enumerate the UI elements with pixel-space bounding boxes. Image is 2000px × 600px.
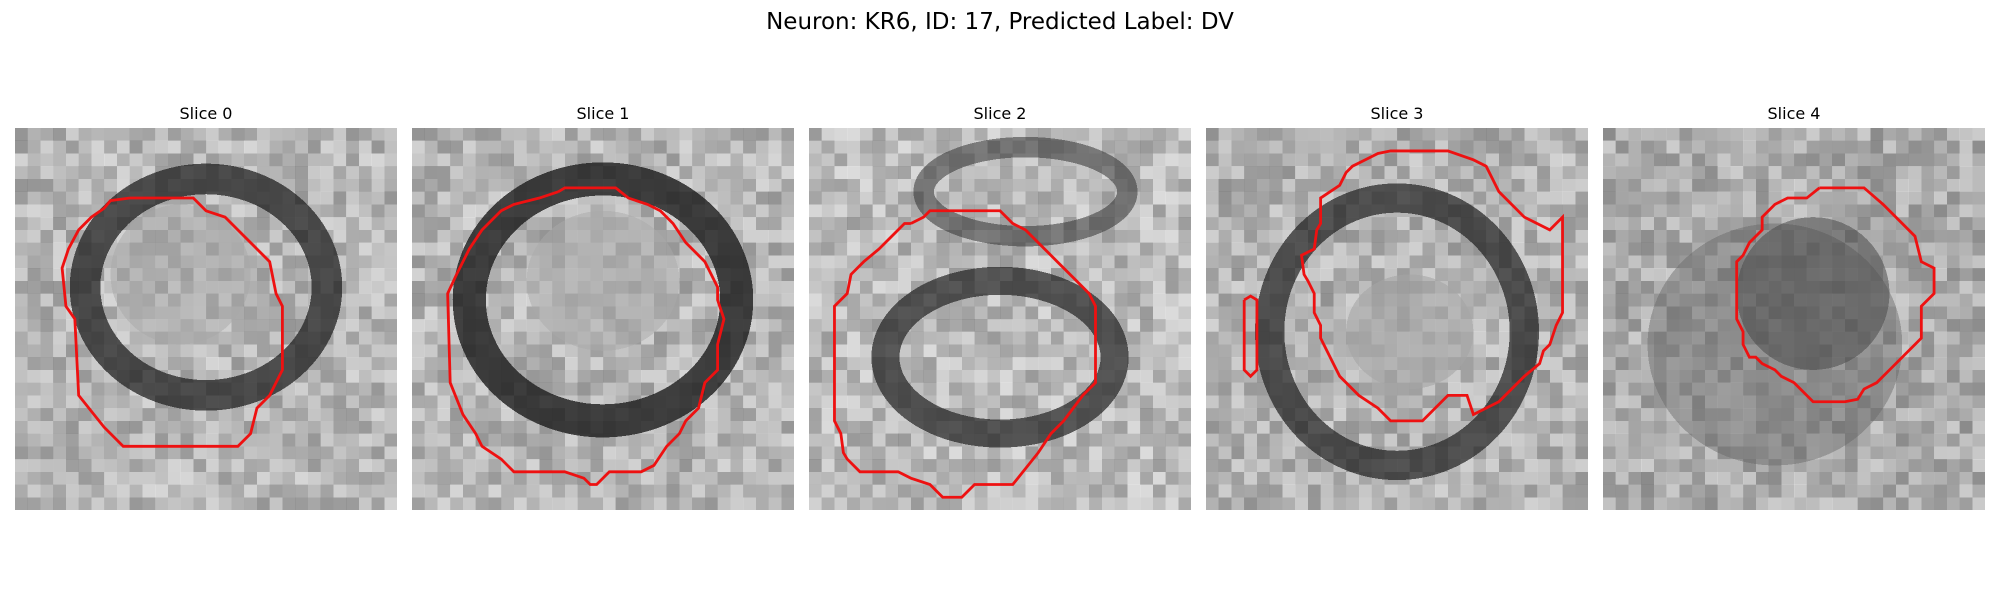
contour-0 — [60, 196, 284, 448]
slice-title-2: Slice 2 — [973, 104, 1027, 123]
slice-title-4: Slice 4 — [1767, 104, 1821, 123]
slice-panel-2: Slice 2 — [809, 104, 1191, 510]
slice-panel-0: Slice 0 — [15, 104, 397, 510]
contour-2 — [833, 209, 1097, 499]
slice-title-0: Slice 0 — [179, 104, 233, 123]
slice-image-4 — [1603, 128, 1985, 510]
slice-panel-3: Slice 3 — [1206, 104, 1588, 510]
contour-1 — [446, 186, 726, 486]
slice-image-0 — [15, 128, 397, 510]
contour-3a — [1299, 149, 1564, 423]
pixel-grid-4 — [1603, 128, 1985, 510]
slice-panel-4: Slice 4 — [1603, 104, 1985, 510]
slice-image-2 — [809, 128, 1191, 510]
slice-title-3: Slice 3 — [1370, 104, 1424, 123]
pixel-grid-2 — [809, 128, 1191, 510]
contour-4 — [1735, 186, 1936, 404]
slice-image-1 — [412, 128, 794, 510]
slice-image-3 — [1206, 128, 1588, 510]
figure-title: Neuron: KR6, ID: 17, Predicted Label: DV — [766, 9, 1234, 35]
slice-panel-1: Slice 1 — [412, 104, 794, 510]
contour-3b — [1242, 294, 1259, 379]
slice-title-1: Slice 1 — [576, 104, 630, 123]
